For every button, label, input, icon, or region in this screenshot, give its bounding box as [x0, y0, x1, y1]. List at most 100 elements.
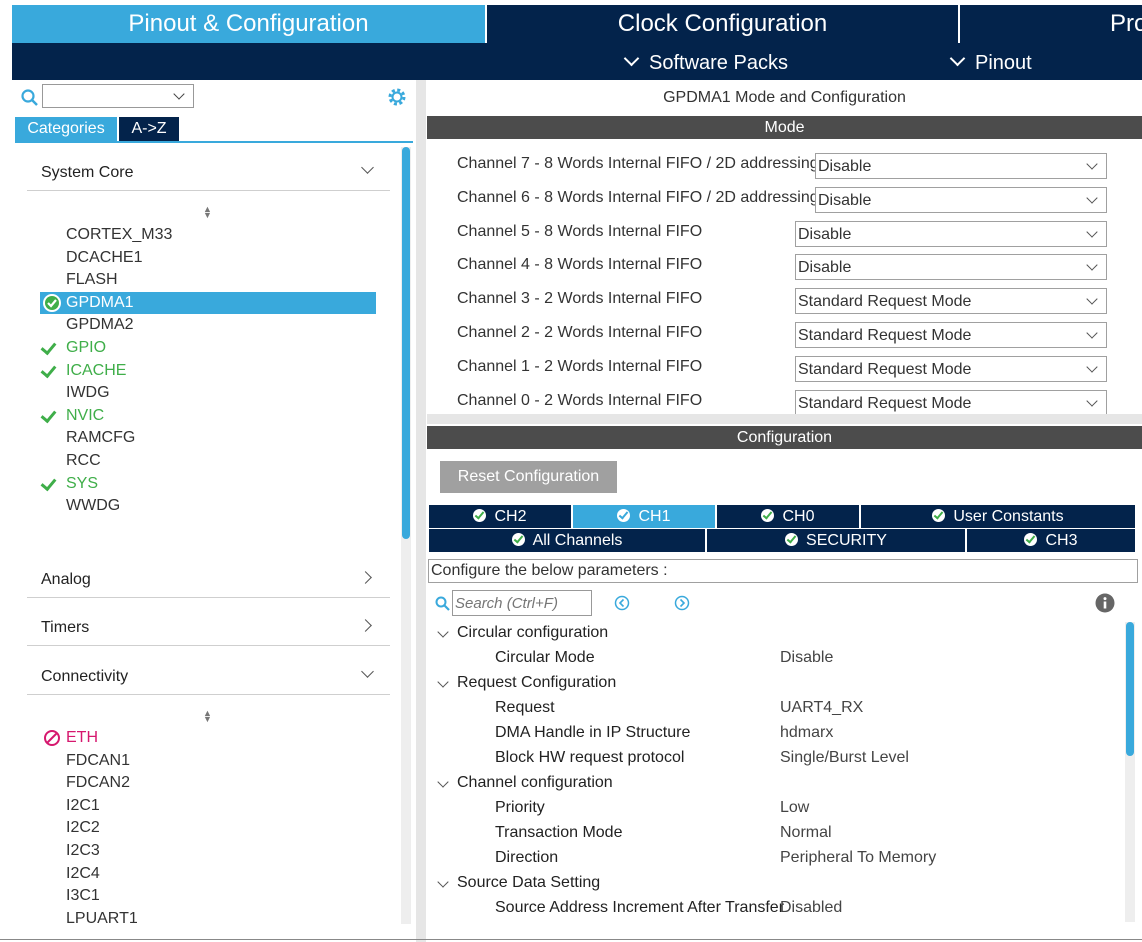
- channel-mode-select[interactable]: Disable: [795, 220, 1107, 247]
- param-value[interactable]: Peripheral To Memory: [780, 849, 937, 866]
- software-packs-menu[interactable]: Software Packs: [623, 43, 788, 80]
- param-value[interactable]: Single/Burst Level: [780, 749, 909, 766]
- param-name: Circular Mode: [495, 649, 595, 666]
- ip-item-label: GPDMA2: [66, 316, 134, 334]
- reset-configuration-button[interactable]: Reset Configuration: [440, 461, 617, 493]
- ip-item[interactable]: DCACHE1: [40, 247, 376, 269]
- ip-item[interactable]: WWDG: [40, 495, 376, 517]
- ip-item[interactable]: NVIC: [40, 405, 376, 427]
- ip-item-label: ICACHE: [66, 361, 127, 379]
- info-icon[interactable]: [1095, 593, 1115, 613]
- param-group[interactable]: Circular configuration: [457, 624, 609, 641]
- chevron-down-icon: [623, 50, 640, 67]
- tab-ch3[interactable]: CH3: [967, 529, 1136, 552]
- chevron-down-icon: [1086, 259, 1098, 272]
- ip-item-label: RAMCFG: [66, 429, 136, 447]
- search-icon[interactable]: [435, 595, 451, 613]
- param-value[interactable]: UART4_RX: [780, 699, 864, 716]
- tab-a-z[interactable]: A->Z: [119, 117, 179, 141]
- check-icon: [40, 361, 57, 378]
- tab-ch1[interactable]: CH1: [573, 505, 716, 528]
- ip-item[interactable]: GPIO: [40, 337, 376, 359]
- mode-config-title: GPDMA1 Mode and Configuration: [663, 89, 906, 106]
- ip-item-label: I2C1: [66, 796, 100, 814]
- ip-item[interactable]: SYS: [40, 473, 376, 495]
- channel-mode-select[interactable]: Disable: [815, 153, 1107, 179]
- parameter-search-input[interactable]: [452, 590, 592, 616]
- channel-mode-select[interactable]: Standard Request Mode: [795, 322, 1107, 348]
- search-previous-icon[interactable]: [614, 595, 630, 611]
- category-system-core[interactable]: System Core: [27, 154, 390, 191]
- configuration-header: Configuration: [427, 426, 1142, 449]
- chevron-down-icon: [1086, 192, 1098, 204]
- ip-item[interactable]: FLASH: [40, 269, 376, 291]
- channel-mode-select[interactable]: Disable: [815, 186, 1107, 213]
- category-analog[interactable]: Analog: [27, 561, 390, 598]
- ip-item[interactable]: LPUART1: [40, 908, 376, 930]
- channel-mode-select[interactable]: Standard Request Mode: [795, 389, 1107, 416]
- ip-item[interactable]: ICACHE: [40, 360, 376, 382]
- sort-icon[interactable]: ▲ ▼: [203, 204, 212, 220]
- ip-item[interactable]: GPDMA1: [40, 291, 376, 314]
- ip-item[interactable]: I2C4: [40, 863, 376, 885]
- ip-item[interactable]: ETH: [40, 727, 376, 749]
- param-value[interactable]: Normal: [780, 824, 832, 841]
- tab-clock-configuration[interactable]: Clock Configuration: [487, 5, 958, 43]
- ip-item[interactable]: IWDG: [40, 382, 376, 404]
- tab-underline: [15, 141, 413, 143]
- ip-item[interactable]: I2C1: [40, 795, 376, 817]
- chevron-down-icon: [1086, 327, 1098, 339]
- param-name: Direction: [495, 849, 559, 866]
- chevron-down-icon[interactable]: [437, 626, 449, 638]
- param-group[interactable]: Source Data Setting: [457, 874, 601, 891]
- chevron-down-icon[interactable]: [437, 776, 449, 788]
- ip-item[interactable]: GPDMA2: [40, 314, 376, 336]
- tab-categories[interactable]: Categories: [15, 117, 117, 141]
- ip-item-label: WWDG: [66, 497, 121, 515]
- tab-security[interactable]: SECURITY: [707, 529, 966, 552]
- tab-user-constants[interactable]: User Constants: [861, 505, 1136, 528]
- channel-label: Channel 7 - 8 Words Internal FIFO / 2D a…: [457, 155, 819, 172]
- param-value[interactable]: Disable: [780, 649, 834, 666]
- channel-mode-select[interactable]: Standard Request Mode: [795, 288, 1107, 315]
- ip-item[interactable]: RCC: [40, 450, 376, 472]
- ip-item[interactable]: I2C2: [40, 817, 376, 839]
- search-input[interactable]: [42, 84, 194, 108]
- search-icon[interactable]: [21, 88, 39, 108]
- ip-item[interactable]: CORTEX_M33: [40, 224, 376, 246]
- category-connectivity[interactable]: Connectivity: [27, 658, 390, 695]
- ip-item-label: I2C3: [66, 842, 100, 859]
- pinout-menu[interactable]: Pinout: [949, 43, 1032, 80]
- param-name: DMA Handle in IP Structure: [495, 724, 691, 741]
- sort-icon[interactable]: ▲ ▼: [203, 708, 212, 724]
- chevron-down-icon[interactable]: [437, 676, 449, 688]
- param-scrollbar[interactable]: [1125, 622, 1135, 922]
- gear-icon[interactable]: [386, 86, 408, 108]
- chevron-down-icon[interactable]: [437, 876, 449, 888]
- ip-item[interactable]: FDCAN2: [40, 772, 376, 794]
- ip-item[interactable]: RAMCFG: [40, 427, 376, 449]
- ip-item[interactable]: I2C3: [40, 840, 376, 862]
- tab-ch0[interactable]: CH0: [717, 505, 860, 528]
- tab-pinout-configuration[interactable]: Pinout & Configuration: [12, 5, 485, 43]
- tab-all-channels[interactable]: All Channels: [429, 529, 706, 552]
- param-scrollbar-thumb[interactable]: [1126, 622, 1134, 756]
- category-timers[interactable]: Timers: [27, 609, 390, 646]
- ip-item[interactable]: I3C1: [40, 885, 376, 907]
- panel-divider[interactable]: [416, 80, 426, 942]
- left-scrollbar[interactable]: [401, 147, 411, 924]
- ip-item[interactable]: FDCAN1: [40, 750, 376, 772]
- channel-mode-select[interactable]: Disable: [795, 254, 1107, 281]
- param-value[interactable]: Low: [780, 799, 810, 816]
- tab-ch2[interactable]: CH2: [429, 505, 572, 528]
- tab-project-manager[interactable]: Pro: [960, 5, 1142, 43]
- param-group[interactable]: Channel configuration: [457, 774, 613, 791]
- check-circle-icon: [473, 509, 487, 522]
- channel-mode-select[interactable]: Standard Request Mode: [795, 355, 1107, 382]
- left-scrollbar-thumb[interactable]: [402, 147, 410, 539]
- search-next-icon[interactable]: [674, 595, 690, 611]
- param-value[interactable]: hdmarx: [780, 724, 834, 741]
- param-value[interactable]: Disabled: [780, 899, 843, 916]
- param-group[interactable]: Request Configuration: [457, 674, 617, 691]
- ip-item-label: LPUART1: [66, 909, 138, 927]
